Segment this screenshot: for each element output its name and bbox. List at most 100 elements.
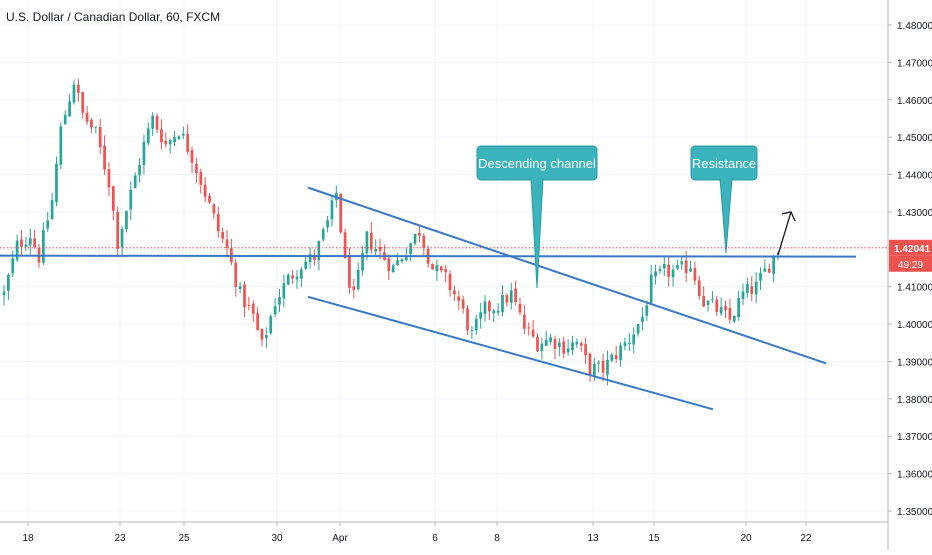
candle-body bbox=[623, 342, 627, 346]
candles bbox=[2, 79, 780, 386]
candle-body bbox=[20, 239, 23, 247]
candle-body bbox=[203, 184, 207, 197]
candle-body bbox=[676, 265, 679, 269]
candle-body bbox=[142, 141, 146, 166]
channel-lower-line[interactable] bbox=[307, 295, 714, 411]
candle-body bbox=[684, 260, 688, 273]
drawings bbox=[0, 186, 888, 411]
candle-body bbox=[282, 283, 286, 299]
candle-body bbox=[186, 133, 190, 152]
candle-body bbox=[304, 261, 308, 269]
current-price-label: 1.42041 bbox=[894, 244, 931, 255]
candle-body bbox=[566, 348, 570, 353]
candle-body bbox=[461, 299, 465, 309]
candle-body bbox=[278, 297, 281, 305]
candle-body bbox=[120, 228, 124, 248]
candle-body bbox=[772, 256, 775, 274]
time-tick-label: 8 bbox=[494, 533, 500, 544]
candle-body bbox=[479, 312, 482, 319]
candle-body bbox=[636, 324, 640, 334]
candle-body bbox=[2, 291, 6, 296]
candle-body bbox=[518, 303, 522, 313]
candle-body bbox=[195, 163, 198, 173]
candle-body bbox=[592, 364, 596, 377]
candle-body bbox=[55, 163, 58, 202]
horizontal-line[interactable] bbox=[0, 254, 857, 258]
current-price-badge bbox=[889, 239, 932, 256]
candle-body bbox=[81, 91, 85, 113]
candle-body bbox=[558, 342, 561, 348]
candle-body bbox=[492, 310, 496, 314]
candle-body bbox=[746, 284, 749, 293]
price-tick-label: 1.39000 bbox=[897, 357, 932, 368]
candle-body bbox=[584, 344, 587, 356]
candle-body bbox=[225, 239, 229, 248]
candle-body bbox=[46, 220, 50, 229]
candle-body bbox=[374, 248, 378, 252]
price-axis[interactable]: 1.48000 1.47000 1.46000 1.45000 1.44000 1.430… bbox=[887, 0, 932, 550]
candle-body bbox=[308, 254, 312, 263]
candle-body bbox=[706, 300, 710, 305]
candle-body bbox=[496, 310, 500, 313]
descending-channel-callout[interactable]: Descending channel bbox=[476, 145, 598, 289]
candle-body bbox=[509, 290, 513, 303]
candle-body bbox=[107, 169, 111, 188]
candle-body bbox=[265, 335, 268, 339]
candle-body bbox=[658, 269, 662, 271]
candle-body bbox=[540, 343, 544, 352]
candle-body bbox=[571, 342, 574, 350]
candle-body bbox=[422, 235, 426, 248]
candle-body bbox=[251, 303, 255, 314]
time-tick-label: Apr bbox=[332, 533, 348, 544]
chart-title: U.S. Dollar / Canadian Dollar, 60, FXCM bbox=[6, 10, 221, 24]
time-tick-label: 18 bbox=[22, 533, 34, 544]
resistance-callout[interactable]: Resistance bbox=[690, 145, 758, 254]
channel-upper-line[interactable] bbox=[307, 186, 827, 365]
candle-body bbox=[216, 214, 220, 232]
candle-body bbox=[579, 343, 583, 346]
descending-channel-callout-pointer-cover bbox=[532, 177, 542, 181]
candle-body bbox=[42, 230, 45, 263]
candle-body bbox=[63, 114, 67, 125]
candle-body bbox=[365, 231, 369, 254]
candle-body bbox=[474, 318, 478, 331]
candle-body bbox=[300, 269, 303, 279]
price-tick-label: 1.41000 bbox=[897, 283, 932, 294]
candle-body bbox=[28, 238, 32, 246]
candle-body bbox=[614, 355, 618, 360]
price-tick-label: 1.35000 bbox=[897, 507, 932, 518]
candle-body bbox=[662, 263, 666, 269]
candle-body bbox=[15, 240, 19, 260]
candle-body bbox=[466, 308, 469, 331]
candle-body bbox=[94, 126, 98, 128]
candle-body bbox=[348, 256, 351, 288]
candle-body bbox=[724, 306, 727, 311]
candle-body bbox=[536, 336, 539, 352]
candle-body bbox=[133, 175, 137, 189]
time-axis[interactable]: 18 23 25 30 Apr 6 8 13 15 20 22 bbox=[0, 521, 932, 550]
candle-body bbox=[339, 193, 343, 233]
candle-body bbox=[160, 129, 163, 143]
candle-body bbox=[138, 164, 141, 176]
candle-body bbox=[243, 284, 246, 308]
candle-body bbox=[418, 232, 421, 236]
candle-body bbox=[505, 295, 509, 303]
price-tick-label: 1.36000 bbox=[897, 470, 932, 481]
candle-body bbox=[199, 171, 203, 185]
candle-body bbox=[444, 269, 448, 273]
candle-body bbox=[391, 265, 395, 273]
candle-body bbox=[378, 246, 382, 251]
candle-body bbox=[457, 296, 461, 302]
candle-body bbox=[352, 286, 356, 290]
candle-body bbox=[544, 339, 548, 346]
candle-body bbox=[702, 295, 706, 307]
candle-body bbox=[697, 280, 701, 297]
candle-body bbox=[715, 299, 719, 312]
candle-body bbox=[671, 269, 675, 278]
candle-body bbox=[326, 220, 329, 228]
candle-body bbox=[645, 305, 649, 316]
candle-body bbox=[409, 243, 413, 255]
arrow-line[interactable] bbox=[777, 211, 792, 256]
